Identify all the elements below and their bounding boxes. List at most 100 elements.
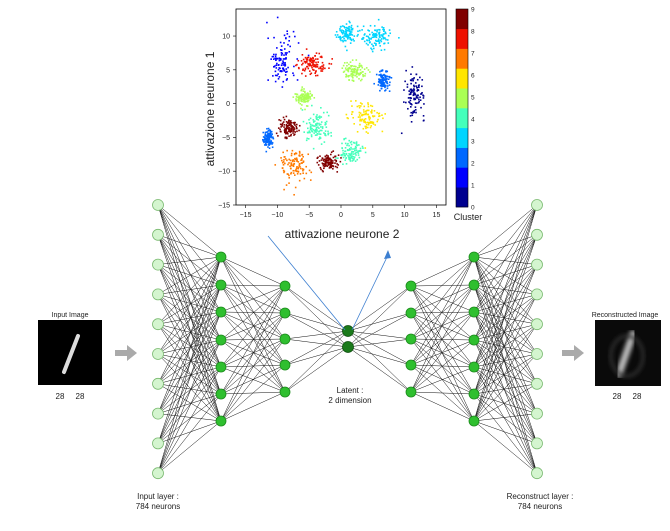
network-node [152,348,164,360]
scatter-point [327,160,330,162]
network-edge [410,311,475,340]
scatter-point [314,125,316,127]
scatter-point [390,76,393,79]
scatter-point [410,82,412,85]
scatter-point [286,159,288,162]
colorbar-segment [456,187,468,208]
scatter-point [342,31,345,34]
scatter-point [378,79,381,82]
scatter-point [358,106,361,109]
scatter-point [350,33,353,36]
scatter-point [280,123,283,126]
output-image-title: Reconstructed Image [591,312,659,319]
scatter-point [382,74,385,76]
scatter-point [293,128,295,131]
scatter-point [283,159,285,161]
scatter-point [311,124,314,127]
scatter-point [359,79,362,82]
scatter-point [343,25,346,28]
scatter-point [300,159,302,162]
scatter-point [302,68,304,71]
network-node [531,228,543,241]
scatter-point [383,78,386,80]
scatter-point [356,72,359,74]
scatter-point [316,118,318,121]
scatter-point [340,39,342,42]
scatter-point [315,70,317,72]
network-edge [157,353,222,395]
scatter-point [302,98,304,100]
scatter-point [384,86,386,89]
scatter-point [363,68,366,71]
scatter-point [412,91,415,93]
colorbar-segment [456,68,468,89]
scatter-point [342,40,344,43]
scatter-point [312,57,315,60]
scatter-point [289,131,292,133]
scatter-point [284,58,286,60]
scatter-point [357,33,359,36]
scatter-point [385,32,387,35]
scatter-point [349,42,352,44]
scatter-point [294,124,296,126]
scatter-point [356,158,359,161]
scatter-point [309,128,312,131]
network-edge [473,324,538,422]
scatter-point [288,124,291,127]
scatter-point [364,75,366,77]
scatter-point [375,43,377,45]
scatter-point [306,97,308,100]
network-edge [473,366,538,444]
scatter-point [385,38,387,41]
scatter-point [303,131,306,133]
scatter-point [382,85,385,87]
scatter-point [336,166,339,169]
scatter-point [309,123,312,126]
scatter-point [339,160,342,163]
scatter-point [352,153,355,155]
scatter-point [299,167,302,170]
network-edge [157,420,222,474]
scatter-point [372,121,375,124]
scatter-point [409,91,412,94]
scatter-point [381,75,384,78]
network-node [405,333,417,345]
scatter-point [347,142,349,145]
scatter-point [301,88,303,90]
input-image [38,320,102,385]
scatter-point [342,163,344,166]
scatter-point [365,67,368,69]
scatter-point [367,69,370,71]
scatter-point [417,85,420,87]
scatter-point [359,69,362,71]
scatter-point [371,122,374,124]
network-edge [410,284,475,340]
scatter-point [274,57,277,59]
scatter-point [321,56,323,59]
network-edge [220,285,286,395]
scatter-point [284,52,287,54]
scatter-point [271,146,274,149]
scatter-point [351,73,354,75]
network-node [215,361,227,373]
scatter-point [297,161,300,163]
scatter-point [342,156,345,159]
scatter-point [316,161,319,164]
scatter-point [364,33,366,35]
scatter-point [290,164,293,167]
scatter-point [293,162,296,165]
scatter-point [344,150,347,152]
scatter-point [311,130,314,133]
scatter-point [334,159,336,161]
scatter-point [378,115,381,117]
scatter-point [388,84,391,86]
scatter-point [350,155,353,157]
scatter-point [327,159,329,161]
scatter-point [289,167,292,170]
network-edge [157,264,222,395]
scatter-point [344,39,346,42]
scatter-point [284,158,287,160]
scatter-point [323,141,326,143]
network-node [468,361,480,373]
